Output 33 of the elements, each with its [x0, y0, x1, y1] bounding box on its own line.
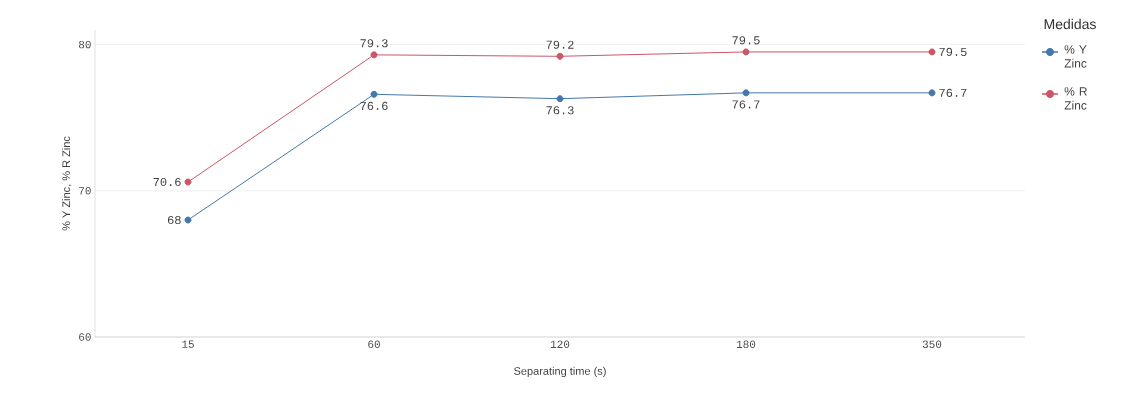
point	[184, 178, 192, 186]
x-axis-title: Separating time (s)	[514, 366, 606, 378]
x-tick-label: 15	[182, 340, 194, 348]
data-label: 79.3	[360, 39, 388, 48]
data-label: 76.7	[732, 100, 760, 109]
x-tick-label: 180	[736, 340, 756, 348]
data-label: 76.6	[360, 101, 388, 110]
data-label: 79.5	[732, 36, 760, 45]
data-label: 76.7	[939, 88, 967, 97]
y-tick-label: 60	[79, 333, 91, 341]
x-tick-label: 350	[922, 340, 942, 348]
point	[928, 48, 936, 56]
data-label: 68	[167, 215, 181, 225]
y-tick-label: 80	[79, 40, 91, 49]
point	[928, 89, 936, 97]
point	[556, 95, 564, 103]
data-label: 79.2	[546, 40, 574, 49]
point	[742, 48, 750, 56]
legend-label: % R Zinc	[1064, 87, 1087, 110]
legend-label: % Y Zinc	[1064, 45, 1087, 68]
x-tick-label: 60	[368, 340, 380, 348]
data-label: 79.5	[939, 47, 967, 56]
y-tick-label: 70	[79, 187, 91, 195]
point	[370, 90, 378, 98]
point	[370, 51, 378, 59]
point	[556, 52, 564, 60]
point	[742, 89, 750, 97]
data-label: 76.3	[546, 106, 574, 115]
legend-title: Medidas	[1044, 18, 1096, 30]
y-axis-title: % Y Zinc, % R Zinc	[62, 136, 72, 231]
data-label: 70.6	[153, 177, 181, 187]
point	[184, 216, 192, 224]
x-tick-label: 120	[550, 340, 570, 348]
